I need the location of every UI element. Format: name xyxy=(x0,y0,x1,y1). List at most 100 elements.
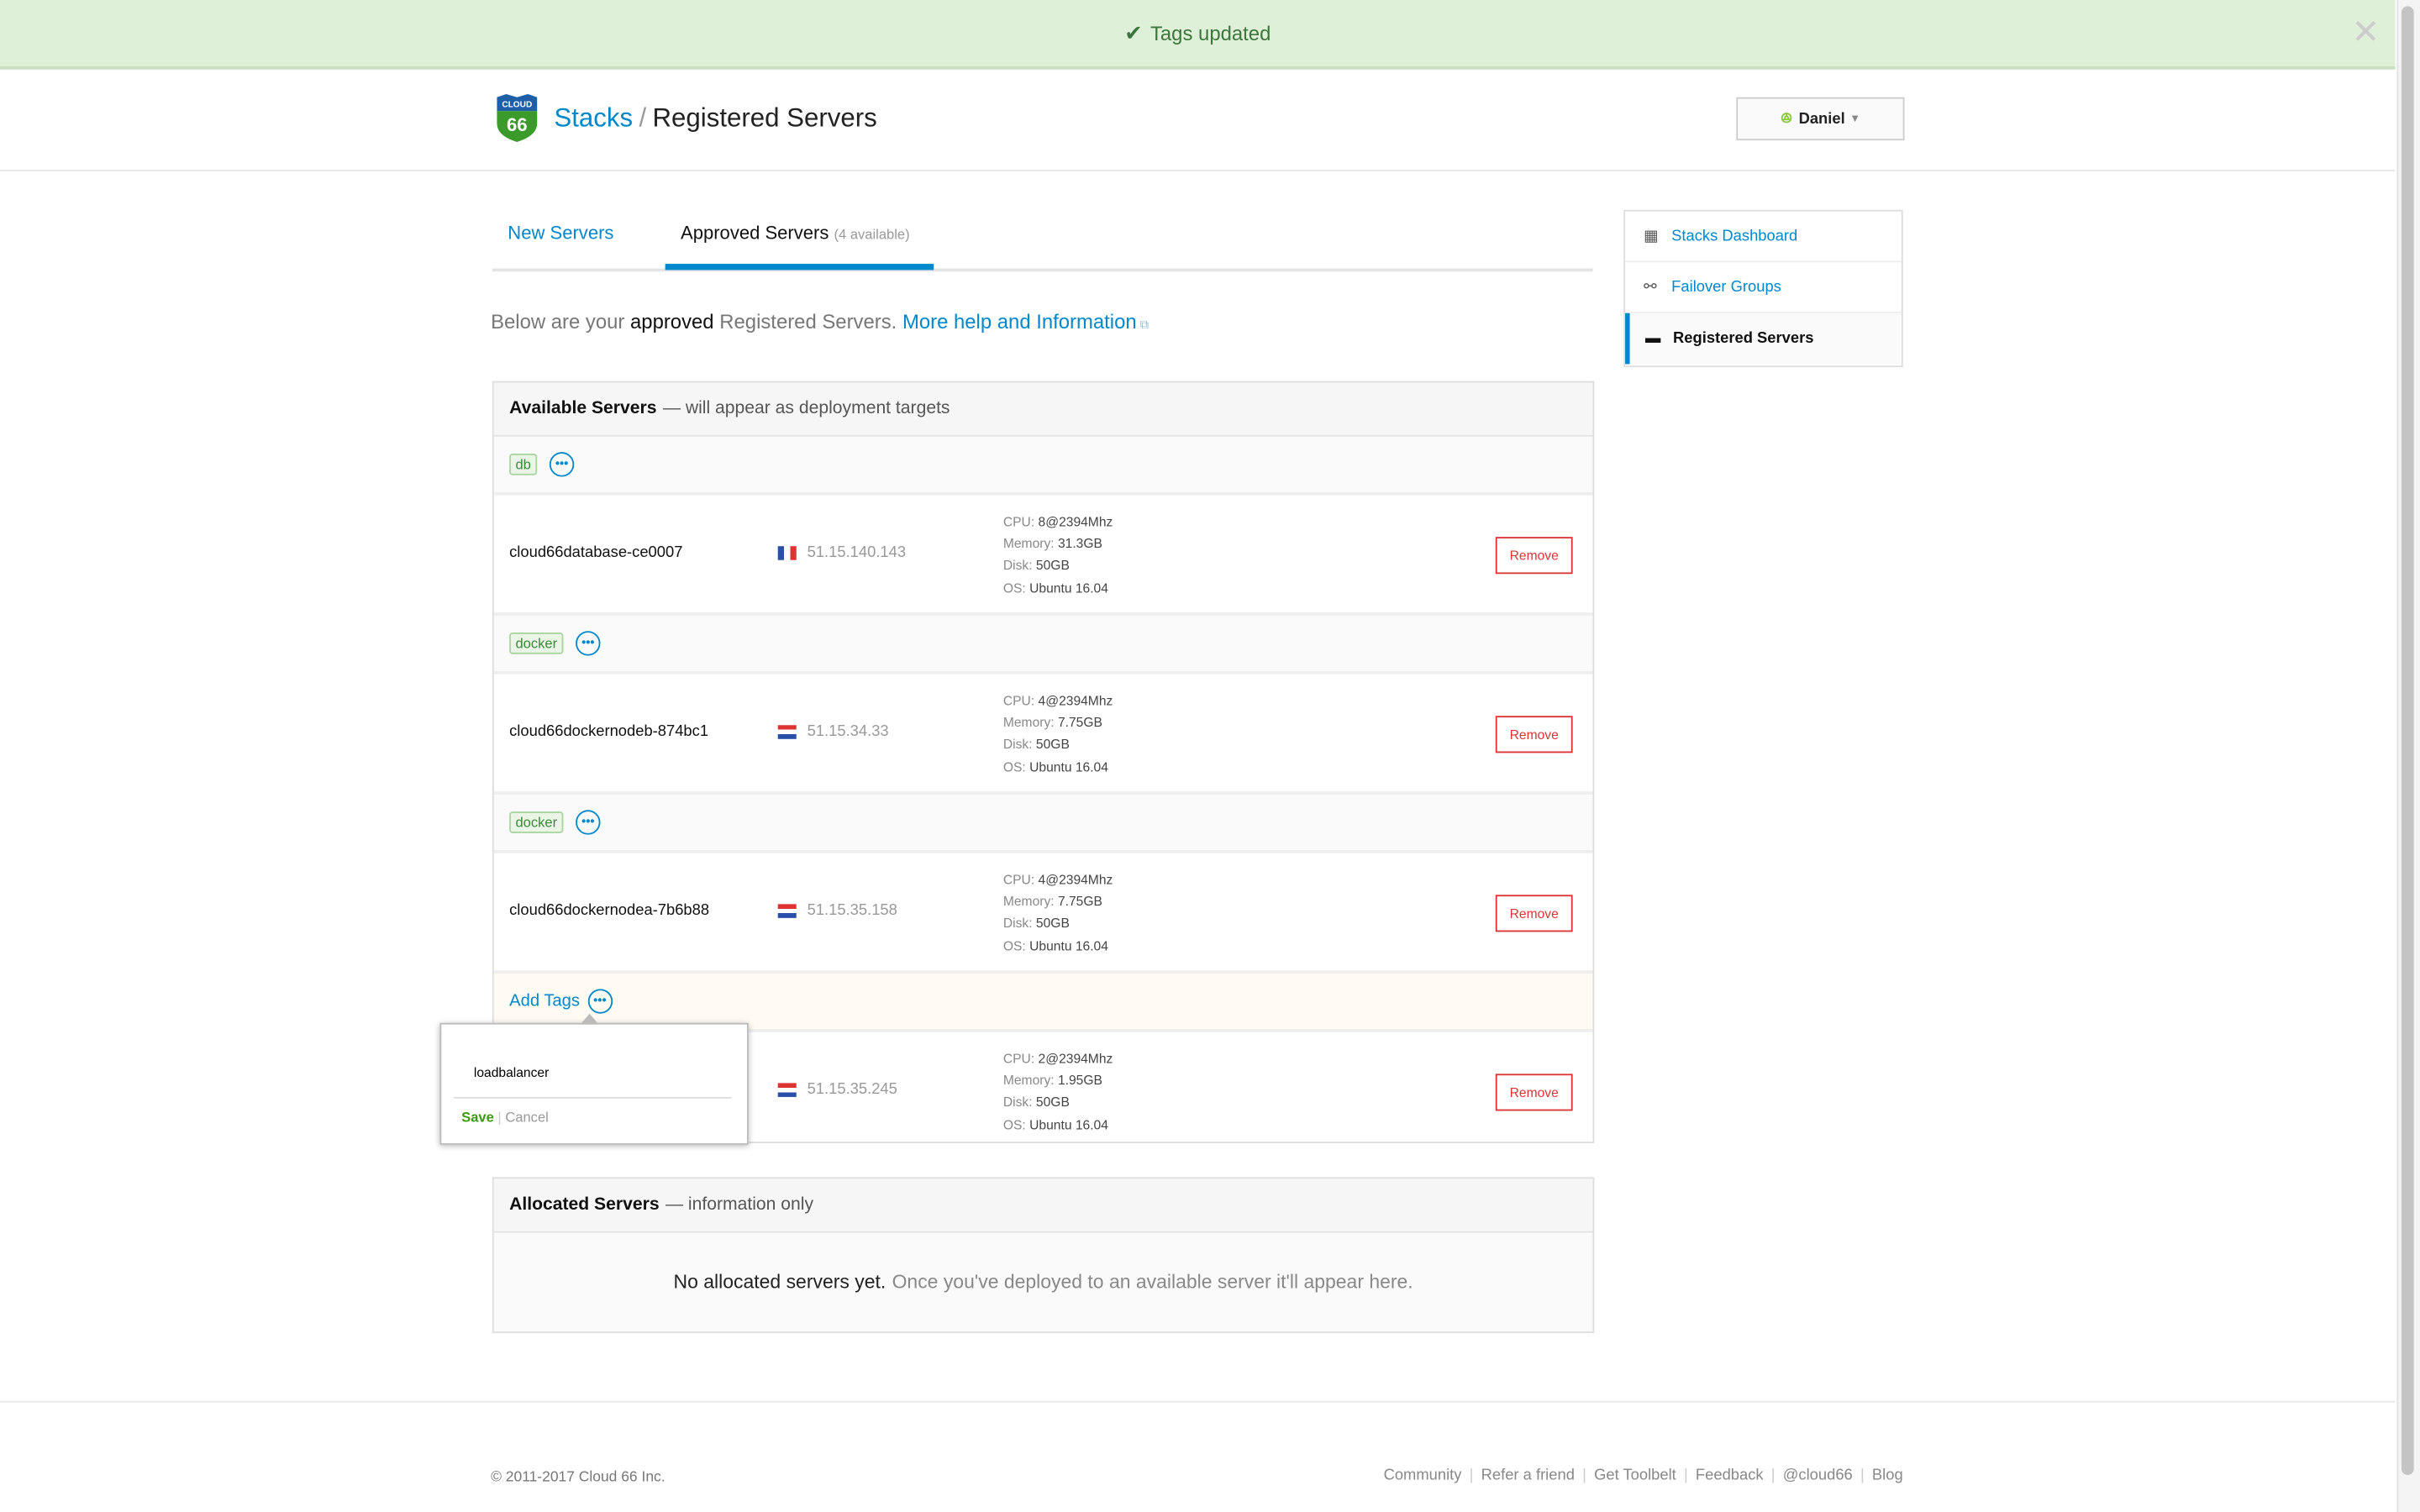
scrollbar-thumb[interactable] xyxy=(2401,6,2414,1475)
tabs: New Servers Approved Servers (4 availabl… xyxy=(492,201,1593,272)
spec-label: Disk: xyxy=(1002,557,1033,574)
disk-value: 50GB xyxy=(1035,557,1070,574)
tag-badge[interactable]: docker xyxy=(509,633,564,654)
spec-label: Disk: xyxy=(1002,736,1033,753)
spec-label: CPU: xyxy=(1002,871,1035,888)
remove-button[interactable]: Remove xyxy=(1495,895,1573,932)
svg-text:CLOUD: CLOUD xyxy=(502,101,532,110)
link-separator: | xyxy=(1770,1467,1776,1484)
server-specs: CPU: 4@2394Mhz Memory: 7.75GB Disk: 50GB… xyxy=(1003,869,1113,956)
spec-label: Memory: xyxy=(1002,535,1055,552)
intro-suffix: Registered Servers. xyxy=(719,310,897,333)
footer-link[interactable]: Blog xyxy=(1871,1467,1903,1484)
disk-value: 50GB xyxy=(1035,915,1070,932)
link-separator: | xyxy=(1683,1467,1688,1484)
help-link[interactable]: More help and Information xyxy=(902,310,1137,333)
sidebar-item-label: Failover Groups xyxy=(1671,278,1781,296)
disk-value: 50GB xyxy=(1035,736,1070,753)
os-value: Ubuntu 16.04 xyxy=(1029,579,1108,596)
server-ip: 51.15.34.33 xyxy=(777,723,889,741)
intro-text: Below are your approved Registered Serve… xyxy=(491,310,1149,333)
spec-label: CPU: xyxy=(1002,513,1035,529)
footer-link[interactable]: @cloud66 xyxy=(1782,1467,1853,1484)
cpu-value: 4@2394Mhz xyxy=(1038,692,1113,709)
ip-text: 51.15.140.143 xyxy=(807,544,907,562)
footer-link[interactable]: Community xyxy=(1383,1467,1462,1484)
intro-prefix: Below are your xyxy=(491,310,625,333)
remove-button[interactable]: Remove xyxy=(1495,537,1573,575)
cloud66-logo[interactable]: CLOUD 66 xyxy=(494,92,540,142)
tab-label: Approved Servers xyxy=(680,222,829,244)
more-options-icon[interactable]: ••• xyxy=(587,989,613,1014)
server-row: 51.15.35.245 CPU: 2@2394Mhz Memory: 1.95… xyxy=(494,1032,1593,1150)
tag-row: docker ••• xyxy=(493,794,1593,853)
sidebar-item-registered-servers[interactable]: ▬ Registered Servers xyxy=(1625,312,1902,365)
more-options-icon[interactable]: ••• xyxy=(576,810,601,835)
spec-label: Memory: xyxy=(1002,714,1055,731)
panel-subtitle: — will appear as deployment targets xyxy=(662,399,950,418)
external-link-icon: ⧉ xyxy=(1136,318,1150,332)
spec-label: CPU: xyxy=(1002,1050,1035,1067)
server-specs: CPU: 4@2394Mhz Memory: 7.75GB Disk: 50GB… xyxy=(1003,690,1113,777)
remove-button[interactable]: Remove xyxy=(1495,716,1573,753)
svg-text:66: 66 xyxy=(507,114,528,135)
tag-row: Add Tags ••• xyxy=(493,973,1593,1032)
footer-link[interactable]: Feedback xyxy=(1695,1467,1764,1484)
remove-button[interactable]: Remove xyxy=(1495,1074,1573,1111)
tag-badge[interactable]: db xyxy=(509,453,538,475)
empty-state: No allocated servers yet. Once you've dep… xyxy=(493,1232,1593,1332)
panel-title: Available Servers xyxy=(509,399,657,418)
sidebar-item-failover-groups[interactable]: ⚯ Failover Groups xyxy=(1625,262,1902,313)
spec-label: OS: xyxy=(1002,758,1026,774)
tab-approved-servers[interactable]: Approved Servers (4 available) xyxy=(681,222,910,244)
server-specs: CPU: 2@2394Mhz Memory: 1.95GB Disk: 50GB… xyxy=(1003,1047,1113,1135)
panel-header: Available Servers — will appear as deploy… xyxy=(493,382,1593,437)
add-tags-link[interactable]: Add Tags xyxy=(509,992,581,1011)
memory-value: 7.75GB xyxy=(1057,893,1102,910)
tag-input[interactable] xyxy=(453,1046,732,1099)
server-icon: ▬ xyxy=(1644,330,1661,348)
save-button[interactable]: Save xyxy=(461,1109,494,1125)
server-row: cloud66database-ce0007 51.15.140.143 CPU… xyxy=(493,496,1593,616)
tag-row: docker ••• xyxy=(493,615,1593,675)
server-row: cloud66dockernodea-7b6b88 51.15.35.158 C… xyxy=(493,853,1593,974)
spec-label: CPU: xyxy=(1002,692,1035,709)
panel-title: Allocated Servers xyxy=(509,1195,660,1215)
spec-label: OS: xyxy=(1002,937,1026,953)
spec-label: OS: xyxy=(1002,1116,1026,1132)
panel-subtitle: — information only xyxy=(665,1195,814,1215)
memory-value: 31.3GB xyxy=(1057,535,1102,552)
sidebar-item-stacks-dashboard[interactable]: ▦ Stacks Dashboard xyxy=(1625,212,1902,263)
empty-text: Once you've deployed to an available ser… xyxy=(892,1271,1413,1294)
ip-text: 51.15.34.33 xyxy=(807,723,889,741)
flag-france-icon xyxy=(777,546,797,560)
user-name: Daniel xyxy=(1798,110,1845,128)
title-text: Registered Servers xyxy=(652,103,877,133)
allocated-servers-panel: Allocated Servers — information only No a… xyxy=(492,1177,1595,1333)
chevron-down-icon: ▼ xyxy=(1849,113,1860,124)
cancel-button[interactable]: Cancel xyxy=(505,1109,549,1125)
os-value: Ubuntu 16.04 xyxy=(1029,1116,1108,1132)
os-value: Ubuntu 16.04 xyxy=(1029,937,1108,953)
flag-netherlands-icon xyxy=(777,1083,797,1097)
empty-bold: No allocated servers yet. xyxy=(673,1271,886,1294)
link-separator: | xyxy=(1582,1467,1586,1484)
sidebar-item-label: Stacks Dashboard xyxy=(1671,227,1798,245)
cpu-value: 4@2394Mhz xyxy=(1038,871,1113,888)
more-options-icon[interactable]: ••• xyxy=(549,452,575,477)
spec-label: Disk: xyxy=(1002,915,1033,932)
flag-netherlands-icon xyxy=(777,725,797,739)
more-options-icon[interactable]: ••• xyxy=(576,631,601,656)
notification-banner: ✔ Tags updated xyxy=(0,0,2396,70)
footer-link[interactable]: Get Toolbelt xyxy=(1594,1467,1676,1484)
breadcrumb-stacks[interactable]: Stacks xyxy=(554,103,634,133)
user-menu-button[interactable]: ꔮ Daniel ▼ xyxy=(1736,97,1905,141)
close-icon[interactable]: ✕ xyxy=(2351,12,2381,51)
tab-new-servers[interactable]: New Servers xyxy=(508,222,614,244)
spec-label: Memory: xyxy=(1002,893,1055,910)
footer-link[interactable]: Refer a friend xyxy=(1481,1467,1575,1484)
server-ip: 51.15.140.143 xyxy=(777,544,907,562)
divider xyxy=(0,1400,2396,1403)
grid-icon: ▦ xyxy=(1644,227,1659,245)
tag-badge[interactable]: docker xyxy=(509,811,564,833)
